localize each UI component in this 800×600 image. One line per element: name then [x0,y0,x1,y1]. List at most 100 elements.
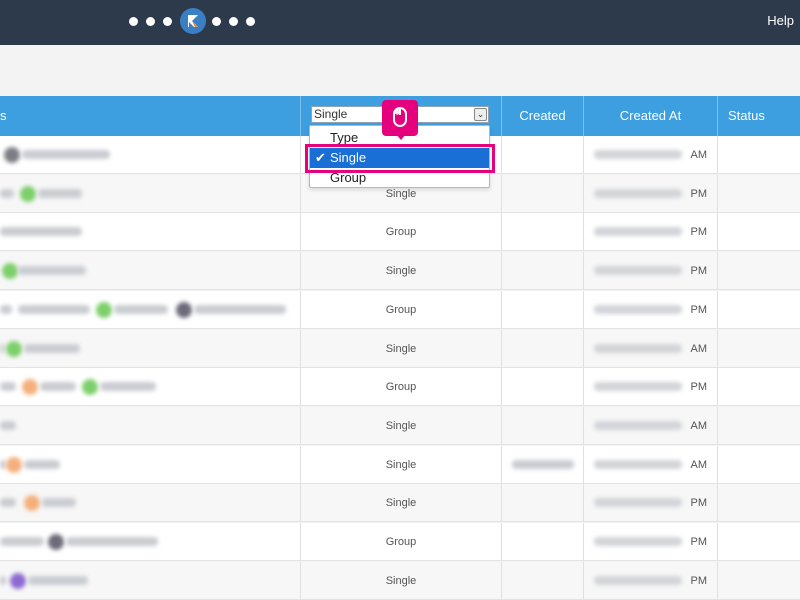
status-cell [717,136,800,174]
avatar [6,340,22,357]
help-link[interactable]: Help [767,13,794,28]
table-row[interactable]: Single PM [0,561,800,600]
status-cell [717,213,800,252]
status-cell [717,329,800,368]
created-at-cell: PM [583,561,717,600]
names-cell [0,562,300,600]
checkmark-icon: ✔ [315,150,326,165]
redacted-text [0,420,16,430]
time-suffix: AM [690,458,708,471]
redacted-text [0,382,16,392]
nav-dot-icon[interactable] [212,17,221,26]
table-row[interactable]: Group PM [0,213,800,252]
created-cell [501,523,583,561]
dropdown-option-group[interactable]: Group [310,168,489,188]
created-cell [501,290,583,329]
redacted-text [38,188,82,198]
type-cell: Group [300,213,501,252]
avatar [20,185,36,202]
created-at-cell: PM [583,368,717,407]
table-row[interactable]: Group PM [0,523,800,561]
redacted-text [24,343,80,353]
table-row[interactable]: Group PM [0,368,800,407]
type-dropdown-menu: Type ✔ Single Group [309,125,490,188]
created-at-cell: PM [583,252,717,291]
column-header-names: s [0,96,300,136]
avatar [10,572,26,589]
redacted-date [594,459,682,469]
created-at-cell: AM [583,445,717,484]
names-cell [0,446,300,484]
type-cell: Group [300,523,501,561]
created-cell [501,174,583,213]
table-row[interactable]: Single AM [0,329,800,368]
names-cell [0,484,300,522]
type-cell: Single [300,406,501,445]
redacted-text [0,188,14,198]
mouse-icon [393,107,407,127]
nav-dot-icon[interactable] [146,17,155,26]
redacted-text [0,575,6,585]
status-cell [717,368,800,407]
created-cell [501,406,583,445]
table-row[interactable]: Single AM [0,406,800,445]
names-cell [0,136,300,174]
redacted-text [24,459,60,469]
created-cell [501,213,583,252]
nav-dot-icon[interactable] [163,17,172,26]
created-cell [501,484,583,523]
time-suffix: AM [690,149,708,161]
dropdown-option-single[interactable]: ✔ Single [310,148,489,168]
type-cell: Single [300,484,501,523]
column-header-created-at[interactable]: Created At [583,96,717,136]
redacted-date [594,227,682,237]
names-cell [0,523,300,561]
time-suffix: PM [690,536,708,548]
dropdown-option-type[interactable]: Type [310,128,489,148]
nav-dot-icon[interactable] [246,17,255,26]
type-cell: Group [300,290,501,329]
redacted-text [114,304,168,314]
top-bar: Help [0,0,800,45]
status-cell [717,406,800,445]
redacted-date [594,575,682,585]
names-cell [0,407,300,445]
redacted-text [0,227,82,237]
time-suffix: PM [690,265,708,278]
status-cell [717,445,800,484]
chevron-down-icon[interactable]: ⌄ [474,108,487,121]
table-row[interactable]: Single PM [0,484,800,523]
created-at-cell: AM [583,406,717,445]
status-cell [717,561,800,600]
redacted-text [194,304,286,314]
time-suffix: PM [690,226,708,239]
avatar [22,379,38,396]
badge-pointer [396,134,406,140]
redacted-date [594,382,682,392]
nav-dot-icon[interactable] [229,17,238,26]
redacted-date [594,150,682,159]
nav-dot-icon[interactable] [129,17,138,26]
table-row[interactable]: Single AM [0,445,800,484]
redacted-text [18,266,86,276]
selection-highlight-box [305,144,495,173]
dropdown-option-label: Group [330,170,367,185]
mouse-click-badge [382,100,418,140]
column-header-names-tail: s [0,108,7,123]
redacted-text [0,304,12,314]
names-cell [0,252,300,290]
redacted-date [594,304,682,314]
table-row[interactable]: Group PM [0,290,800,329]
names-cell [0,213,300,251]
redacted-text [0,498,16,508]
column-header-status[interactable]: Status [717,96,800,136]
column-header-created[interactable]: Created [501,96,583,136]
app-logo-icon[interactable] [180,8,206,34]
avatar [6,456,22,473]
status-cell [717,484,800,523]
table-row[interactable]: Single PM [0,252,800,291]
redacted-date [594,343,682,353]
redacted-date [594,537,682,546]
status-cell [717,252,800,291]
type-cell: Single [300,561,501,600]
